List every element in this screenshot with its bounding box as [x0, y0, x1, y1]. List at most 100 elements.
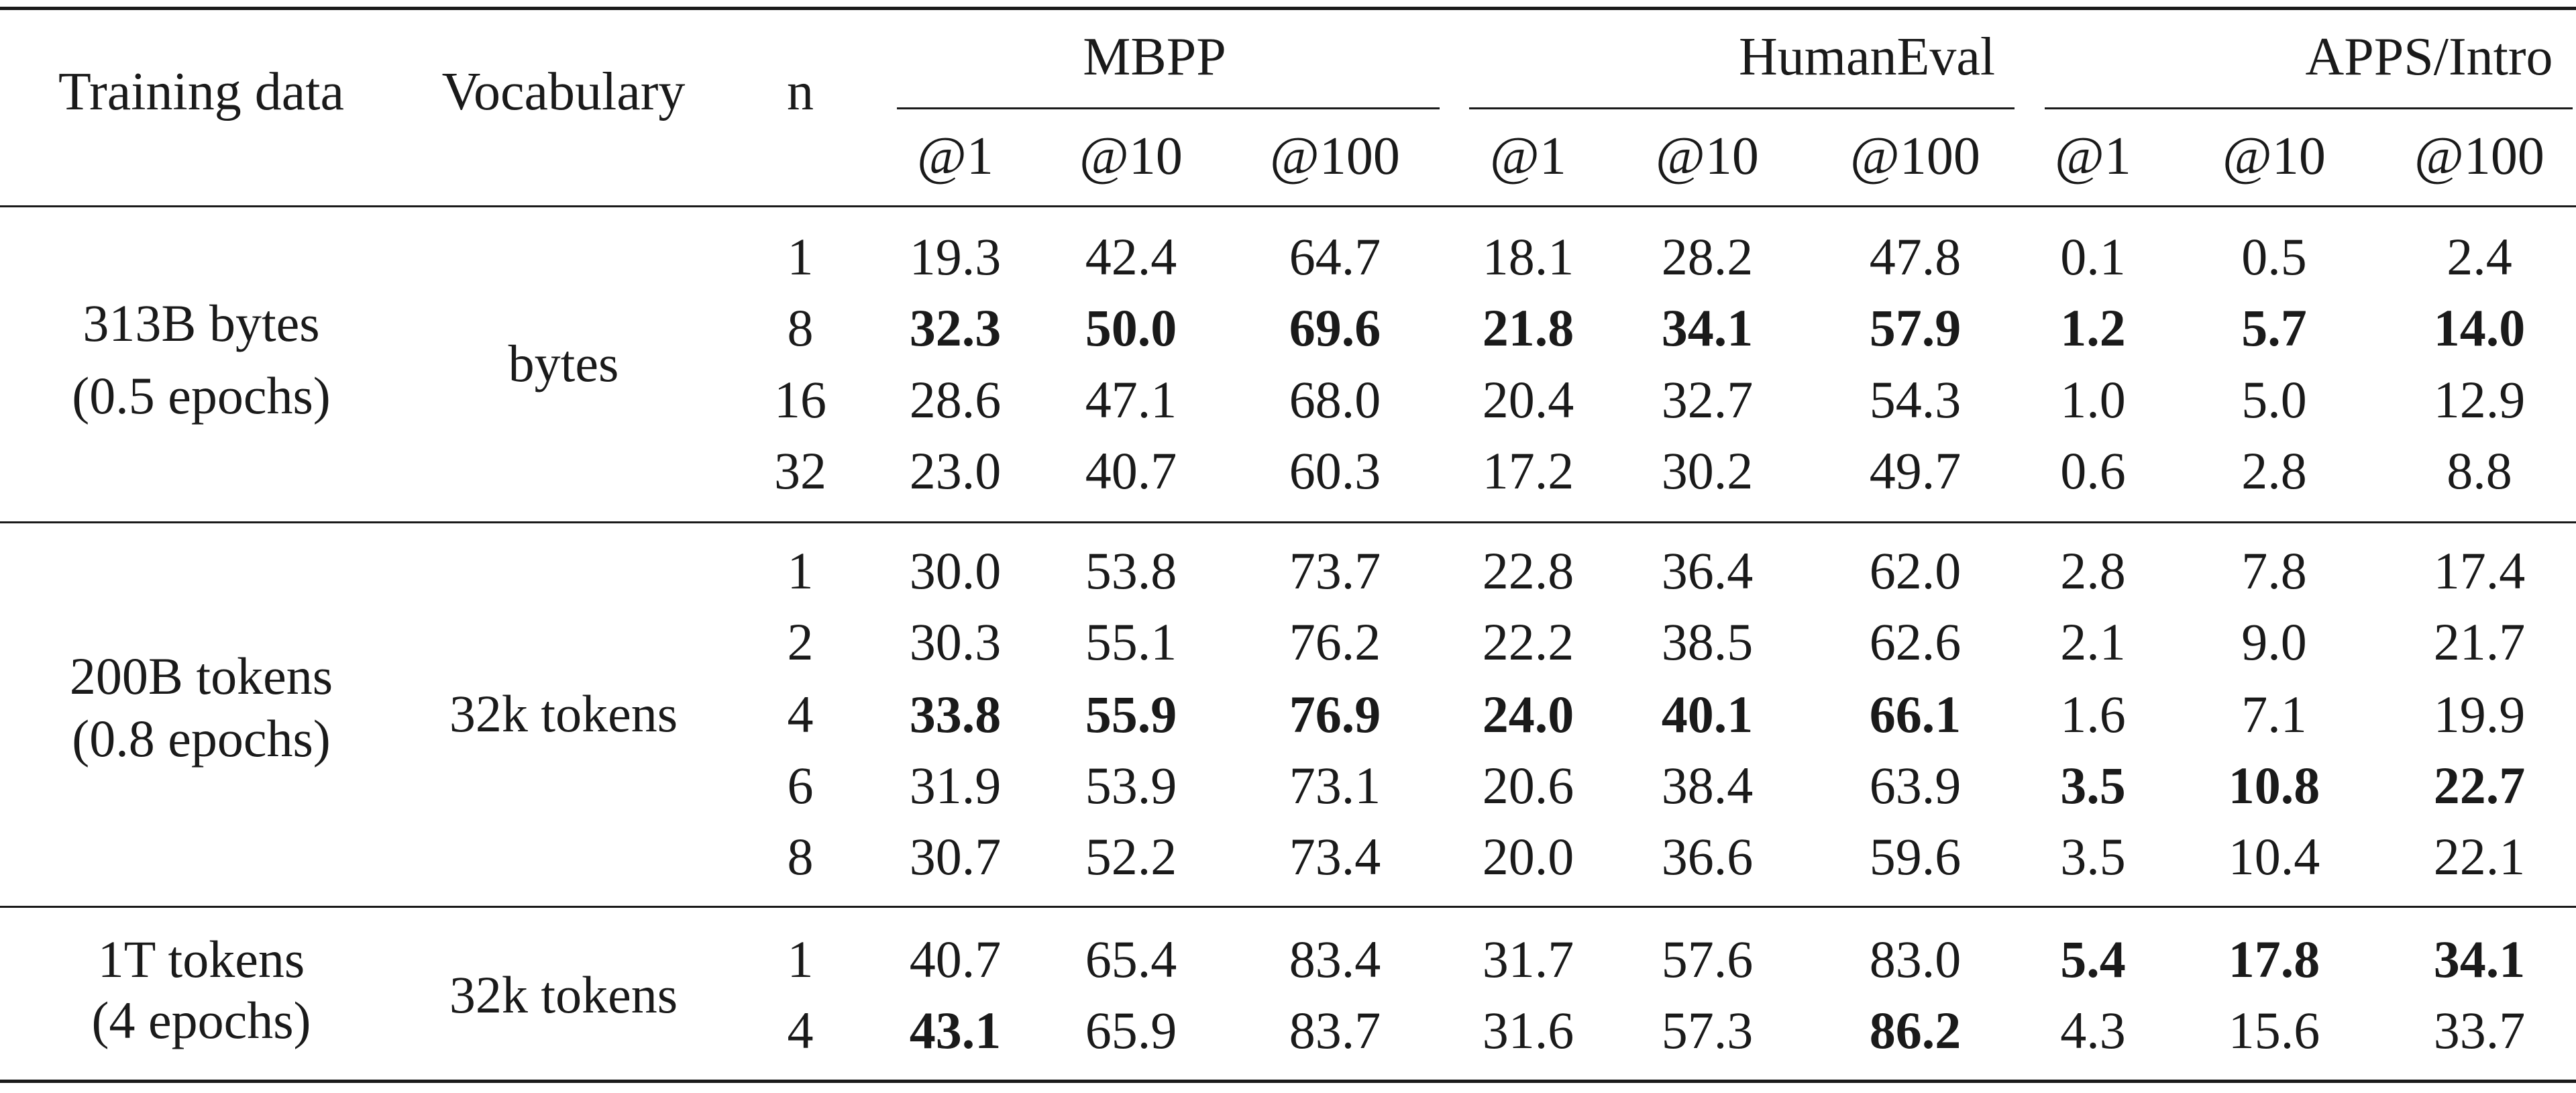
header-subcolumn: @1 — [917, 127, 994, 186]
table-cell: 21.8 — [1482, 299, 1574, 357]
table-cell: 2.4 — [2447, 227, 2512, 286]
header-vocabulary: Vocabulary — [441, 62, 686, 121]
n-value: 8 — [787, 827, 814, 886]
header-subcolumn: @100 — [1850, 127, 1980, 186]
table-cell: 66.1 — [1869, 685, 1962, 743]
n-value: 6 — [787, 756, 814, 815]
table-cell: 31.7 — [1482, 930, 1574, 988]
table-cell: 55.1 — [1085, 613, 1177, 671]
header-subcolumn: @1 — [2055, 127, 2131, 186]
table-cell: 49.7 — [1869, 441, 1962, 500]
table-cell: 86.2 — [1869, 1001, 1962, 1059]
table-cell: 83.7 — [1289, 1001, 1381, 1059]
header-group-mbpp: MBPP — [1083, 28, 1226, 87]
table-cell: 57.3 — [1661, 1001, 1754, 1059]
table-cell: 22.2 — [1482, 613, 1574, 671]
group-underline — [897, 107, 1440, 109]
table-cell: 52.2 — [1085, 827, 1177, 886]
table-cell: 69.6 — [1289, 299, 1381, 357]
table-rule — [0, 906, 2576, 908]
table-cell: 10.8 — [2228, 756, 2320, 815]
table-cell: 30.7 — [909, 827, 1002, 886]
table-cell: 20.4 — [1482, 370, 1574, 429]
table-cell: 83.0 — [1869, 930, 1962, 988]
training-data-label: 1T tokens — [97, 930, 305, 988]
table-cell: 1.2 — [2060, 299, 2126, 357]
table-cell: 7.8 — [2241, 541, 2307, 600]
table-cell: 4.3 — [2060, 1001, 2126, 1059]
table-cell: 5.4 — [2060, 930, 2126, 988]
table-cell: 28.6 — [909, 370, 1002, 429]
table-cell: 31.6 — [1482, 1001, 1574, 1059]
table-cell: 2.8 — [2241, 441, 2307, 500]
table-cell: 65.4 — [1085, 930, 1177, 988]
table-cell: 42.4 — [1085, 227, 1177, 286]
table-cell: 34.1 — [2433, 930, 2526, 988]
table-cell: 63.9 — [1869, 756, 1962, 815]
group-underline — [1469, 107, 2015, 109]
table-cell: 62.6 — [1869, 613, 1962, 671]
vocabulary-label: 32k tokens — [449, 684, 678, 743]
table-cell: 68.0 — [1289, 370, 1381, 429]
table-cell: 60.3 — [1289, 441, 1381, 500]
training-data-label: (0.8 epochs) — [72, 709, 331, 768]
header-group-apps-intro: APPS/Intro — [2305, 28, 2553, 87]
table-cell: 30.2 — [1661, 441, 1754, 500]
header-subcolumn: @10 — [1079, 127, 1183, 186]
header-subcolumn: @10 — [2222, 127, 2326, 186]
table-cell: 73.4 — [1289, 827, 1381, 886]
table-cell: 83.4 — [1289, 930, 1381, 988]
table-cell: 28.2 — [1661, 227, 1754, 286]
n-value: 2 — [787, 613, 814, 671]
training-data-label: (4 epochs) — [91, 991, 311, 1049]
group-underline — [2045, 107, 2573, 109]
table-rule — [0, 521, 2576, 523]
table-cell: 57.9 — [1869, 299, 1962, 357]
table-cell: 5.0 — [2241, 370, 2307, 429]
n-value: 1 — [787, 541, 814, 600]
table-cell: 47.8 — [1869, 227, 1962, 286]
table-cell: 57.6 — [1661, 930, 1754, 988]
table-cell: 36.4 — [1661, 541, 1754, 600]
n-value: 32 — [774, 441, 826, 500]
table-cell: 32.3 — [909, 299, 1002, 357]
table-cell: 38.4 — [1661, 756, 1754, 815]
table-cell: 30.0 — [909, 541, 1002, 600]
header-group-humaneval: HumanEval — [1738, 28, 1996, 87]
table-cell: 40.7 — [909, 930, 1002, 988]
table-cell: 23.0 — [909, 441, 1002, 500]
vocabulary-label: bytes — [508, 334, 619, 393]
table-cell: 1.0 — [2060, 370, 2126, 429]
vocabulary-label: 32k tokens — [449, 966, 678, 1024]
training-data-label: 200B tokens — [69, 647, 333, 705]
header-training-data: Training data — [58, 62, 344, 121]
table-cell: 64.7 — [1289, 227, 1381, 286]
table-cell: 2.8 — [2060, 541, 2126, 600]
table-cell: 53.8 — [1085, 541, 1177, 600]
table-cell: 12.9 — [2433, 370, 2526, 429]
table-cell: 34.1 — [1661, 299, 1754, 357]
table-cell: 32.7 — [1661, 370, 1754, 429]
table-cell: 43.1 — [909, 1001, 1002, 1059]
table-cell: 76.2 — [1289, 613, 1381, 671]
table-cell: 15.6 — [2228, 1001, 2320, 1059]
n-value: 1 — [787, 227, 814, 286]
table-cell: 73.7 — [1289, 541, 1381, 600]
table-cell: 76.9 — [1289, 685, 1381, 743]
table-cell: 33.7 — [2433, 1001, 2526, 1059]
table-cell: 38.5 — [1661, 613, 1754, 671]
table-cell: 24.0 — [1482, 685, 1574, 743]
table-cell: 2.1 — [2060, 613, 2126, 671]
header-subcolumn: @100 — [2414, 127, 2544, 186]
header-n: n — [787, 62, 814, 121]
table-cell: 19.3 — [909, 227, 1002, 286]
table-cell: 54.3 — [1869, 370, 1962, 429]
training-data-label: (0.5 epochs) — [72, 366, 331, 425]
table-cell: 10.4 — [2228, 827, 2320, 886]
table-cell: 1.6 — [2060, 685, 2126, 743]
table-rule — [0, 7, 2576, 10]
n-value: 4 — [787, 1001, 814, 1059]
table-cell: 30.3 — [909, 613, 1002, 671]
table-cell: 9.0 — [2241, 613, 2307, 671]
n-value: 8 — [787, 299, 814, 357]
